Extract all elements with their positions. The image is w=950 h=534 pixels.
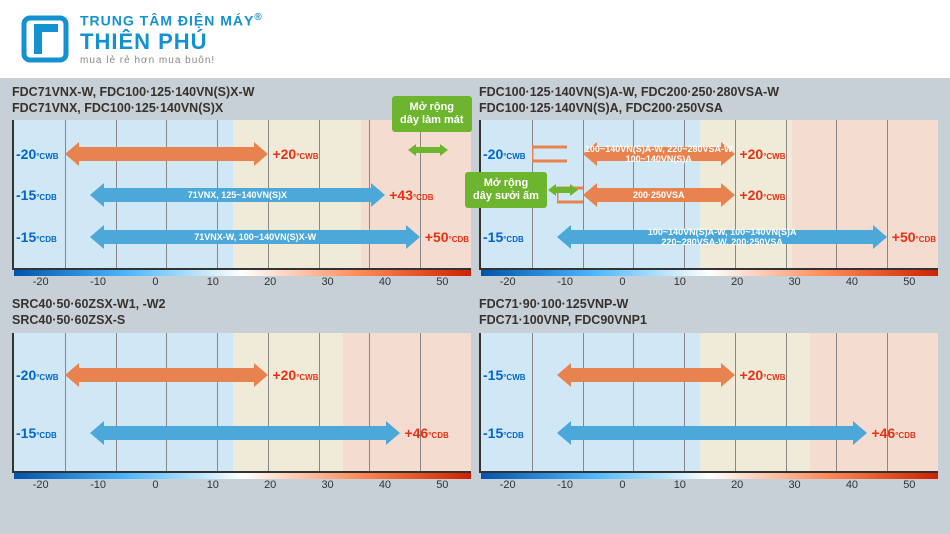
chart-title: SRC40·50·60ZSX-W1, -W2SRC40·50·60ZSX-S <box>12 296 471 329</box>
chart-title: FDC100·125·140VN(S)A-W, FDC200·250·280VS… <box>479 84 938 117</box>
logo-line2: THIÊN PHÚ <box>80 29 263 55</box>
logo-line3: mua lẻ rẻ hơn mua buôn! <box>80 55 263 66</box>
chart-4: FDC71·90·100·125VNP-WFDC71·100VNP, FDC90… <box>479 296 938 491</box>
cooling-badge: Mở rộngdây làm mát <box>392 96 472 132</box>
cooling-green-arrow <box>408 140 448 160</box>
chart-area: -15°CWB+20°CWB-15°CDB+46°CDB <box>479 333 938 473</box>
chart-3: SRC40·50·60ZSX-W1, -W2SRC40·50·60ZSX-S -2… <box>12 296 471 491</box>
chart-area: -20°CWB+20°CWB-15°CDB+46°CDB <box>12 333 471 473</box>
heating-badge: Mở rộngdây sưởi ấm <box>465 172 547 208</box>
heating-green-arrow <box>548 180 578 200</box>
logo-text: TRUNG TÂM ĐIỆN MÁY® THIÊN PHÚ mua lẻ rẻ … <box>80 12 263 66</box>
logo-icon <box>20 14 70 64</box>
chart-title: FDC71·90·100·125VNP-WFDC71·100VNP, FDC90… <box>479 296 938 329</box>
chart-area: -20°CWB+20°CWB71VNX, 125~140VN(S)X-15°CD… <box>12 120 471 270</box>
charts-grid: FDC71VNX-W, FDC100·125·140VN(S)X-WFDC71V… <box>0 78 950 497</box>
logo-line1: TRUNG TÂM ĐIỆN MÁY <box>80 13 254 29</box>
logo-header: TRUNG TÂM ĐIỆN MÁY® THIÊN PHÚ mua lẻ rẻ … <box>0 0 950 78</box>
